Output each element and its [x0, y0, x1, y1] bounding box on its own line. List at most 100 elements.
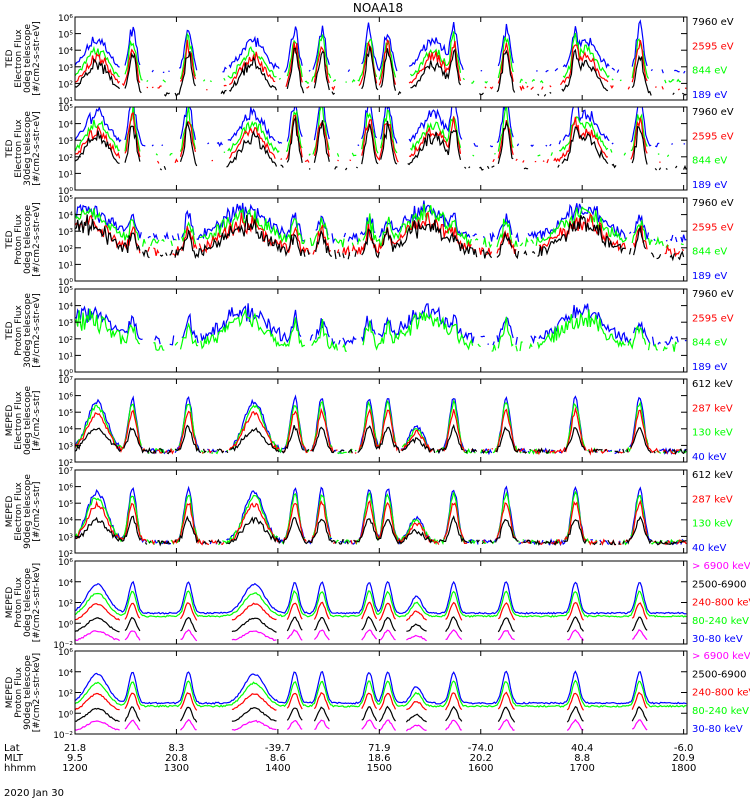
x-row-value: 18.6	[368, 753, 390, 764]
panel-frame	[74, 197, 688, 282]
y-tick-label: 10⁻²	[53, 731, 73, 741]
y-tick-label: 10²	[58, 600, 73, 610]
series-7960-ev	[75, 45, 687, 98]
y-tick-label: 10³	[58, 442, 73, 452]
x-row-value: 8.3	[168, 743, 184, 754]
y-axis-label-line: [#/cm2-s-str-keV]	[32, 563, 42, 642]
y-tick-label: 10⁴	[58, 121, 73, 131]
y-axis-label-line: 30deg telescope	[23, 293, 33, 368]
series-80-240-kev	[75, 679, 687, 708]
y-tick-label: 10⁴	[58, 579, 73, 589]
series-2500-6900	[75, 616, 648, 633]
legend-entry: 287 keV	[692, 494, 733, 505]
y-axis-label-line: Proton Flux	[14, 214, 24, 265]
panel-1: 10¹ 10² 10³ 10⁴ 10⁵ 10⁶ TED Electron Flux 0deg t…	[5, 14, 734, 107]
y-axis-label-line: Proton Flux	[14, 305, 24, 356]
series-240-800-kev	[75, 691, 648, 711]
panel-frame	[74, 16, 688, 101]
panel-frame	[74, 106, 688, 191]
y-tick-label: 10²	[58, 245, 73, 255]
x-row-value: 20.2	[470, 753, 492, 764]
x-row-value: 9.5	[67, 753, 83, 764]
x-row-value: 1300	[164, 763, 189, 774]
y-axis-label-line: 0deg telescope	[23, 24, 33, 94]
y-axis-label-line: 0deg telescope	[23, 386, 33, 456]
series-189-ev	[75, 200, 687, 245]
legend-entry: 7960 eV	[692, 198, 734, 209]
series-189-ev	[75, 303, 687, 347]
legend-entry: 2595 eV	[692, 313, 734, 324]
legend-entry: > 6900 keV	[692, 651, 750, 662]
y-tick-label: 10⁵	[58, 500, 73, 510]
legend-entry: 844 eV	[692, 338, 727, 349]
y-axis-label-line: Proton Flux	[14, 577, 24, 628]
y-axis-label-line: Electron Flux	[14, 119, 24, 178]
x-row-name: MLT	[4, 753, 24, 764]
series--6900-kev	[75, 718, 648, 732]
y-tick-label: 10⁰	[58, 187, 73, 197]
legend-entry: 80-240 keV	[692, 616, 749, 627]
y-tick-label: 10⁶	[58, 14, 73, 24]
legend-entry: 7960 eV	[692, 107, 734, 118]
y-axis-label-line: [#/cm2-s-str-eV]	[32, 111, 42, 186]
legend-entry: 240-800 keV	[692, 598, 750, 609]
y-tick-label: 10⁵	[58, 286, 73, 296]
y-tick-label: 10⁷	[58, 376, 73, 386]
y-tick-label: 10¹	[58, 261, 73, 271]
y-tick-label: 10²	[58, 80, 73, 90]
y-tick-label: 10⁵	[58, 195, 73, 205]
y-tick-label: 10²	[58, 336, 73, 346]
y-axis-label-line: [#/cm2-s-str]	[32, 390, 42, 450]
y-axis-label-line: TED	[5, 49, 15, 68]
legend-entry: 189 eV	[692, 362, 727, 373]
legend-entry: 130 keV	[692, 519, 733, 530]
x-row-value: 21.8	[64, 743, 86, 754]
series-2595-ev	[75, 38, 687, 92]
legend-entry: 7960 eV	[692, 17, 734, 28]
panel-data	[75, 19, 687, 98]
y-tick-label: 10²	[58, 690, 73, 700]
y-axis-label-line: 90deg telescope	[23, 474, 33, 549]
y-axis-label-line: TED	[5, 230, 15, 249]
y-tick-label: 10⁴	[58, 47, 73, 57]
legend-entry: 40 keV	[692, 543, 726, 554]
legend-entry: 2500-6900	[692, 669, 747, 680]
y-tick-label: 10²	[58, 154, 73, 164]
legend-entry: 240-800 keV	[692, 688, 750, 699]
y-tick-label: 10⁷	[58, 467, 73, 477]
y-axis-label-line: Electron Flux	[14, 482, 24, 541]
legend-entry: 189 eV	[692, 90, 727, 101]
x-row-value: 20.9	[672, 753, 694, 764]
panel-data	[75, 670, 687, 732]
y-tick-label: 10⁴	[58, 303, 73, 313]
legend-entry: 2500-6900	[692, 579, 747, 590]
x-row-value: -6.0	[674, 743, 694, 754]
y-axis-label-line: MEPED	[5, 405, 15, 437]
series-844-ev	[75, 309, 686, 352]
y-tick-label: 10⁴	[58, 426, 73, 436]
date-label: 2020 Jan 30	[4, 788, 64, 799]
legend-entry: 2595 eV	[692, 131, 734, 142]
panel-data	[75, 105, 686, 171]
x-row-value: 40.4	[571, 743, 593, 754]
legend-entry: 844 eV	[692, 156, 727, 167]
x-axis-rows: Lat 21.8 8.3 -39.7 71.9 -74.0 40.4 -6.0 MLT 9.5 20…	[4, 743, 696, 774]
series-612-kev	[75, 515, 687, 547]
y-axis-label-line: TED	[5, 139, 15, 158]
y-tick-label: 10³	[58, 137, 73, 147]
series-844-ev	[75, 105, 686, 157]
y-tick-label: 10³	[58, 533, 73, 543]
x-row-value: 1200	[62, 763, 87, 774]
panel-data	[75, 394, 686, 453]
y-axis-label-line: [#/cm2-s-str]	[32, 481, 42, 541]
legend-entry: > 6900 keV	[692, 561, 750, 572]
panel-8: 10⁻² 10⁰ 10² 10⁴ 10⁶ MEPED Proton Flux 90deg te…	[5, 648, 750, 741]
y-tick-label: 10⁰	[58, 710, 73, 720]
panel-5: 10² 10³ 10⁴ 10⁵ 10⁶ 10⁷ MEPED Electron Flux 0deg…	[5, 376, 733, 469]
x-row-value: -39.7	[265, 743, 291, 754]
x-row-value: 1800	[671, 763, 696, 774]
panel-4: 10⁰ 10¹ 10² 10³ 10⁴ 10⁵ TED Proton Flux 30deg te…	[5, 286, 734, 379]
y-axis-label-line: TED	[5, 321, 15, 340]
y-axis-label-line: 30deg telescope	[23, 111, 33, 186]
panel-frame	[74, 560, 688, 645]
